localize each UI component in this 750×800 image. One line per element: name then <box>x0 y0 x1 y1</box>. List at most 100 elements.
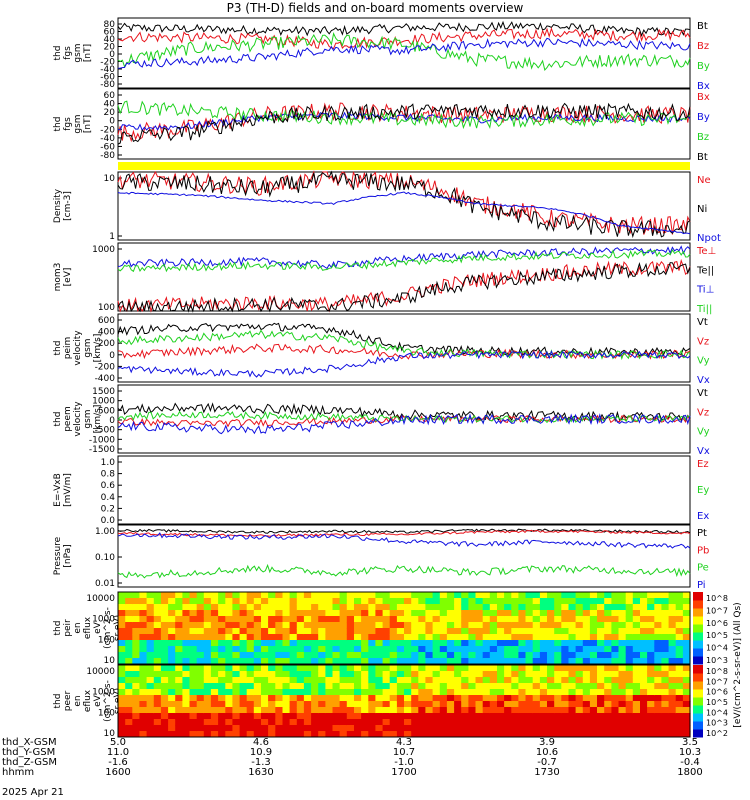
heatmap-cell <box>418 634 426 641</box>
heatmap-cell <box>311 646 319 653</box>
heatmap-cell <box>382 665 391 672</box>
heatmap-cell <box>647 671 655 678</box>
ylabel-6-2: velocity <box>73 401 83 437</box>
heatmap-cell <box>275 610 283 617</box>
heatmap-cell <box>640 610 648 617</box>
heatmap-cell <box>225 683 233 690</box>
heatmap-cell <box>182 671 191 678</box>
heatmap-cell <box>640 713 648 720</box>
colorbar-seg <box>693 705 703 714</box>
heatmap-cell <box>554 598 562 605</box>
heatmap-cell <box>446 713 455 720</box>
heatmap-cell <box>389 592 398 599</box>
heatmap-cell <box>489 713 498 720</box>
heatmap-cell <box>125 683 133 690</box>
heatmap-cell <box>582 592 591 599</box>
heatmap-cell <box>554 592 562 599</box>
heatmap-cell <box>425 713 434 720</box>
heatmap-cell <box>489 701 498 708</box>
heatmap-cell <box>518 598 527 605</box>
heatmap-cell <box>446 665 455 672</box>
heatmap-cell <box>160 707 169 714</box>
heatmap-cell <box>604 628 612 635</box>
heatmap-cell <box>246 731 255 738</box>
heatmap-cell <box>354 628 362 635</box>
heatmap-cell <box>396 701 405 708</box>
heatmap-cell <box>454 616 462 623</box>
heatmap-cell <box>182 616 191 623</box>
heatmap-cell <box>311 707 319 714</box>
heatmap-cell <box>275 671 283 678</box>
heatmap-cell <box>325 604 334 611</box>
heatmap-cell <box>118 671 126 678</box>
heatmap-cell <box>382 689 391 696</box>
heatmap-cell <box>539 683 548 690</box>
heatmap-cell <box>404 695 412 702</box>
heatmap-cell <box>425 665 434 672</box>
heatmap-cell <box>261 701 269 708</box>
heatmap-cell <box>561 634 569 641</box>
heatmap-cell <box>404 725 412 732</box>
heatmap-cell <box>640 622 648 629</box>
heatmap-cell <box>561 695 569 702</box>
heatmap-cell <box>647 658 655 665</box>
heatmap-cell <box>332 713 341 720</box>
heatmap-cell <box>561 707 569 714</box>
heatmap-cell <box>489 634 498 641</box>
heatmap-cell <box>268 640 276 647</box>
heatmap-cell <box>411 592 419 599</box>
heatmap-cell <box>289 689 298 696</box>
heatmap-cell <box>454 634 462 641</box>
heatmap-cell <box>568 677 577 684</box>
heatmap-cell <box>611 610 620 617</box>
ylabel-10-2: en <box>73 695 83 706</box>
heatmap-cell <box>675 616 684 623</box>
heatmap-cell <box>647 707 655 714</box>
heatmap-cell <box>332 622 341 629</box>
heatmap-cell <box>175 658 183 665</box>
heatmap-cell <box>439 652 448 659</box>
colorbar-seg <box>693 673 703 682</box>
heatmap-cell <box>497 592 505 599</box>
heatmap-cell <box>611 731 620 738</box>
heatmap-cell <box>539 671 548 678</box>
heatmap-cell <box>547 598 555 605</box>
heatmap-cell <box>303 658 312 665</box>
ylabel-5-0: thd <box>53 341 63 356</box>
heatmap-cell <box>189 646 198 653</box>
heatmap-cell <box>318 689 326 696</box>
xaxis-value-3-0: 1600 <box>105 767 130 778</box>
heatmap-cell <box>425 731 434 738</box>
ytick-8-2: 0.01 <box>95 579 115 589</box>
heatmap-cell <box>661 683 670 690</box>
heatmap-cell <box>625 652 634 659</box>
heatmap-cell <box>153 701 162 708</box>
ytick-0-7: -60 <box>100 73 115 83</box>
heatmap-cell <box>439 598 448 605</box>
heatmap-cell <box>661 689 670 696</box>
heatmap-cell <box>118 689 126 696</box>
heatmap-cell <box>568 665 577 672</box>
heatmap-cell <box>146 622 155 629</box>
heatmap-cell <box>575 719 584 726</box>
heatmap-cell <box>675 731 684 738</box>
heatmap-cell <box>561 616 569 623</box>
heatmap-cell <box>325 634 334 641</box>
colorbar-tick-10-0: 10^8 <box>706 667 728 676</box>
heatmap-cell <box>604 701 612 708</box>
heatmap-cell <box>518 646 527 653</box>
heatmap-cell <box>182 689 191 696</box>
heatmap-cell <box>354 695 362 702</box>
heatmap-cell <box>632 592 641 599</box>
heatmap-cell <box>547 646 555 653</box>
heatmap-cell <box>682 707 691 714</box>
heatmap-cell <box>339 604 348 611</box>
heatmap-cell <box>332 731 341 738</box>
heatmap-cell <box>339 731 348 738</box>
heatmap-cell <box>504 616 512 623</box>
heatmap-cell <box>354 719 362 726</box>
heatmap-cell <box>682 658 691 665</box>
heatmap-cell <box>361 592 369 599</box>
heatmap-cell <box>132 622 140 629</box>
ylabel-4-1: [eV] <box>63 268 73 287</box>
